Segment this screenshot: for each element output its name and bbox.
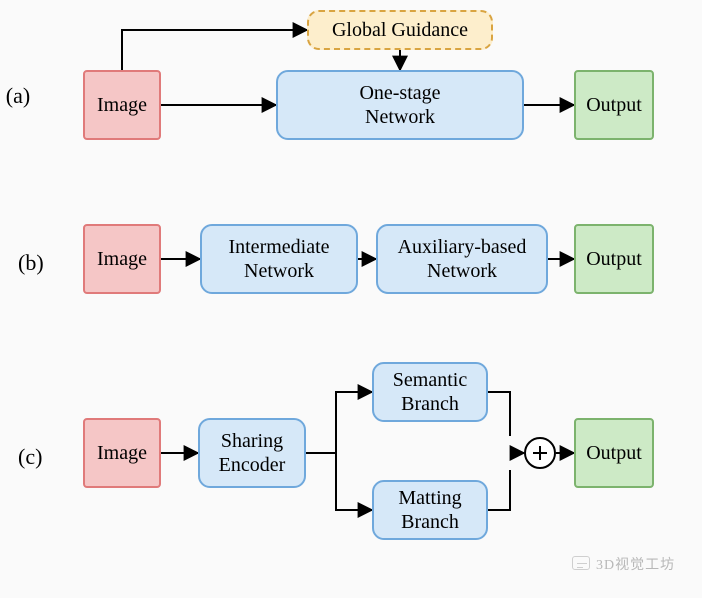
row-a-output-text: Output xyxy=(586,93,642,117)
row-c-image-text: Image xyxy=(97,441,147,465)
row-c-label: (c) xyxy=(18,444,42,470)
fuse-symbol xyxy=(524,437,556,469)
row-b-output: Output xyxy=(574,224,654,294)
row-c-encoder: SharingEncoder xyxy=(198,418,306,488)
row-b-net1: IntermediateNetwork xyxy=(200,224,358,294)
row-a-net: One-stageNetwork xyxy=(276,70,524,140)
row-c-output: Output xyxy=(574,418,654,488)
row-a-guidance: Global Guidance xyxy=(307,10,493,50)
row-a-net-text: One-stageNetwork xyxy=(359,81,440,129)
row-c-encoder-text: SharingEncoder xyxy=(219,429,286,477)
row-c-output-text: Output xyxy=(586,441,642,465)
row-a-image-text: Image xyxy=(97,93,147,117)
row-b-image-text: Image xyxy=(97,247,147,271)
row-b-output-text: Output xyxy=(586,247,642,271)
row-b-net2: Auxiliary-basedNetwork xyxy=(376,224,548,294)
row-c-sem: SemanticBranch xyxy=(372,362,488,422)
row-c-mat-text: MattingBranch xyxy=(398,486,461,534)
watermark-text: 3D视觉工坊 xyxy=(596,554,675,574)
row-a-guidance-text: Global Guidance xyxy=(332,18,468,42)
row-b-label: (b) xyxy=(18,250,44,276)
row-b-net2-text: Auxiliary-basedNetwork xyxy=(398,235,527,283)
row-a-image: Image xyxy=(83,70,161,140)
row-c-mat: MattingBranch xyxy=(372,480,488,540)
row-b-net1-text: IntermediateNetwork xyxy=(228,235,329,283)
row-c-image: Image xyxy=(83,418,161,488)
watermark-logo-icon xyxy=(572,556,590,570)
row-a-output: Output xyxy=(574,70,654,140)
plus-icon xyxy=(530,443,550,463)
row-b-image: Image xyxy=(83,224,161,294)
row-c-sem-text: SemanticBranch xyxy=(393,368,467,416)
